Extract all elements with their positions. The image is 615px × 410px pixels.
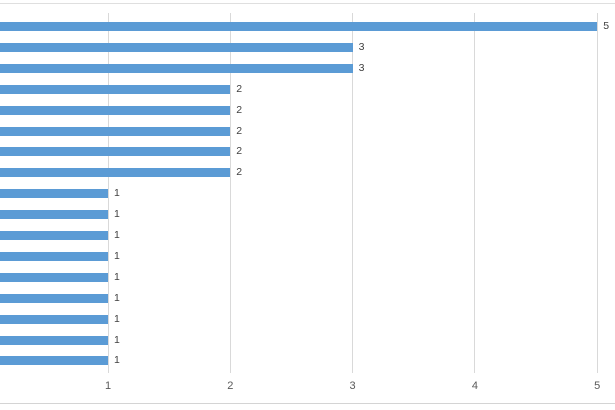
x-axis-tick-label: 3 [349,380,356,392]
bar-value-label: 1 [114,291,120,304]
bar-value-label: 1 [114,187,120,200]
gridline [107,13,109,373]
bar [0,168,231,178]
bar [0,210,108,220]
bar [0,293,108,303]
bar [0,251,108,261]
bar [0,126,231,136]
bar-value-label: 2 [236,124,243,137]
bottom-border-line [0,403,615,404]
bar [0,22,598,31]
x-axis-tick-label: 5 [594,380,601,392]
bar-value-label: 1 [114,249,120,262]
bar-value-label: 1 [114,312,120,325]
bar-value-label: 1 [114,208,120,221]
gridline [352,13,354,373]
bar [0,231,108,240]
bar-value-label: 2 [236,103,243,116]
bar-value-label: 1 [114,333,120,346]
bar-value-label: 3 [358,40,365,53]
bar [0,147,231,157]
bar [0,189,108,199]
bar [0,105,231,115]
x-axis-tick-label: 1 [104,380,112,392]
bar [0,335,108,345]
gridline [596,13,598,373]
bar-value-label: 2 [236,145,243,158]
bar-value-label: 1 [114,270,120,283]
bar-value-label: 5 [603,20,610,32]
x-axis-tick-label: 2 [227,380,234,392]
bar [0,42,353,52]
bar [0,356,108,366]
gridline [474,13,476,373]
x-axis-tick-label: 4 [471,380,478,392]
bar-value-label: 3 [358,61,365,74]
bar [0,272,108,282]
bar-value-label: 1 [114,229,120,241]
gridline [229,13,231,373]
bar-value-label: 2 [236,166,243,179]
bar [0,314,108,324]
bar [0,84,231,94]
bar [0,63,353,73]
bar-value-label: 2 [236,82,243,95]
top-border-line [0,3,615,4]
bar-value-label: 1 [114,354,120,367]
